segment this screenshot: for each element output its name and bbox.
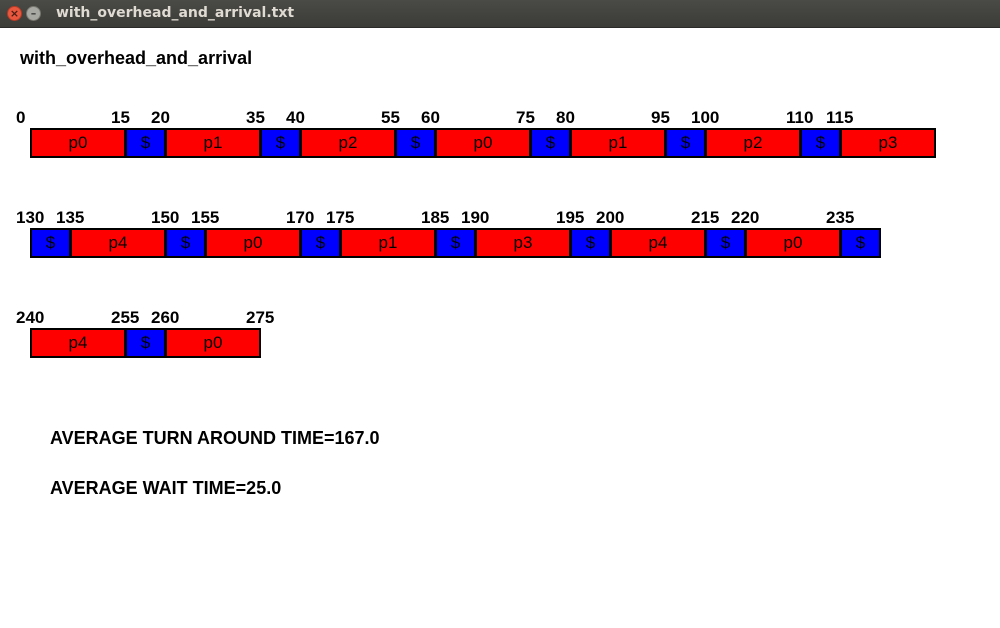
time-tick: 260: [151, 308, 180, 327]
time-tick: 275: [246, 308, 275, 327]
overhead-block: $: [165, 228, 206, 258]
time-tick: 0: [16, 108, 26, 127]
time-tick: 75: [516, 108, 535, 127]
process-block: p2: [300, 128, 396, 158]
overhead-block: $: [800, 128, 841, 158]
process-block: p4: [30, 328, 126, 358]
time-tick: 110: [786, 108, 814, 127]
overhead-block: $: [435, 228, 476, 258]
overhead-block: $: [665, 128, 706, 158]
process-block: p0: [30, 128, 126, 158]
time-tick: 255: [111, 308, 140, 327]
time-tick: 15: [111, 108, 130, 127]
overhead-block: $: [30, 228, 71, 258]
time-tick: 185: [421, 208, 450, 227]
overhead-block: $: [705, 228, 746, 258]
time-tick: 40: [286, 108, 305, 127]
overhead-block: $: [570, 228, 611, 258]
time-tick: 155: [191, 208, 220, 227]
time-tick: 115: [826, 108, 854, 127]
overhead-block: $: [125, 328, 166, 358]
process-block: p4: [610, 228, 706, 258]
overhead-block: $: [300, 228, 341, 258]
process-block: p3: [475, 228, 571, 258]
time-tick: 195: [556, 208, 585, 227]
process-block: p2: [705, 128, 801, 158]
time-tick: 190: [461, 208, 490, 227]
time-tick: 60: [421, 108, 440, 127]
time-tick: 200: [596, 208, 625, 227]
window-title: with_overhead_and_arrival.txt: [56, 5, 295, 21]
time-tick: 220: [731, 208, 760, 227]
process-block: p0: [435, 128, 531, 158]
time-tick: 20: [151, 108, 170, 127]
time-tick: 135: [56, 208, 85, 227]
chart-header: with_overhead_and_arrival: [20, 48, 253, 68]
overhead-block: $: [260, 128, 301, 158]
overhead-block: $: [530, 128, 571, 158]
process-block: p1: [570, 128, 666, 158]
process-block: p3: [840, 128, 936, 158]
process-block: p0: [745, 228, 841, 258]
time-tick: 175: [326, 208, 355, 227]
time-tick: 55: [381, 108, 400, 127]
window-titlebar: × – with_overhead_and_arrival.txt: [0, 0, 1000, 28]
average-turnaround-time: AVERAGE TURN AROUND TIME=167.0: [50, 428, 380, 448]
time-tick: 100: [691, 108, 720, 127]
process-block: p1: [165, 128, 261, 158]
time-tick: 95: [651, 108, 670, 127]
process-block: p4: [70, 228, 166, 258]
time-tick: 80: [556, 108, 575, 127]
process-block: p1: [340, 228, 436, 258]
time-tick: 35: [246, 108, 265, 127]
average-wait-time: AVERAGE WAIT TIME=25.0: [50, 478, 282, 498]
close-window-icon[interactable]: ×: [7, 6, 22, 21]
process-block: p0: [205, 228, 301, 258]
process-block: p0: [165, 328, 261, 358]
time-tick: 240: [16, 308, 45, 327]
time-tick: 170: [286, 208, 315, 227]
time-tick: 215: [691, 208, 720, 227]
time-tick: 130: [16, 208, 45, 227]
overhead-block: $: [395, 128, 436, 158]
overhead-block: $: [125, 128, 166, 158]
time-tick: 150: [151, 208, 180, 227]
time-tick: 235: [826, 208, 855, 227]
minimize-window-icon[interactable]: –: [26, 6, 41, 21]
gantt-canvas: with_overhead_and_arrival p0 $ p1 $ p2 $ p0 $ p1…: [0, 28, 1000, 628]
overhead-block: $: [840, 228, 881, 258]
